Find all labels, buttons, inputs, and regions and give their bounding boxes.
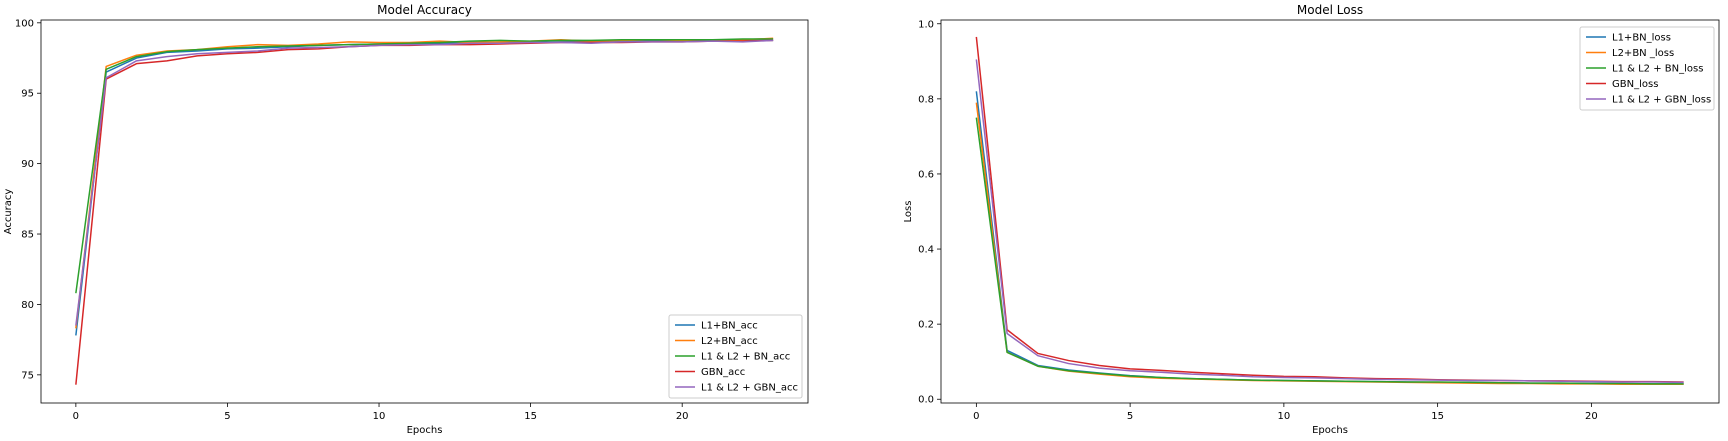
loss-y-tick-label: 0.0 <box>918 395 934 406</box>
loss-y-tick-label: 0.6 <box>918 169 934 180</box>
accuracy-y-tick-label: 80 <box>21 300 34 311</box>
loss-chart-title: Model Loss <box>1297 3 1363 17</box>
accuracy-plot-frame <box>40 19 809 404</box>
accuracy-y-tick-label: 75 <box>21 370 34 381</box>
accuracy-legend: L1+BN_acc L2+BN_acc L1 & L2 + BN_acc GBN_ac… <box>668 314 803 399</box>
loss-y-tick-label: 0.4 <box>918 245 934 256</box>
loss-x-axis-label: Epochs <box>1312 425 1348 436</box>
accuracy-chart-title: Model Accuracy <box>377 3 472 17</box>
loss-legend: L1+BN_loss L2+BN _loss L1 & L2 + BN_loss GB… <box>1579 26 1715 111</box>
accuracy-x-tick-label: 5 <box>224 411 230 422</box>
accuracy-chart: Model Accuracy 0 5 10 15 20 75 80 85 90 95 100 Epoch… <box>3 3 809 436</box>
loss-legend-label: L2+BN _loss <box>1612 48 1674 59</box>
accuracy-legend-label: L1+BN_acc <box>701 321 758 332</box>
loss-x-tick-label: 15 <box>1431 411 1444 422</box>
loss-legend-box <box>1579 26 1715 111</box>
loss-x-tick-label: 5 <box>1127 411 1133 422</box>
loss-series-line-5 <box>975 59 1684 384</box>
loss-chart: Model Loss 0 5 10 15 20 0.0 0.2 0.4 0.6 0.8 1.0 Epoc… <box>903 3 1720 436</box>
accuracy-y-tick-label: 95 <box>21 89 34 100</box>
accuracy-y-tick-label: 85 <box>21 230 34 241</box>
accuracy-y-axis-label: Accuracy <box>3 189 14 235</box>
accuracy-legend-label: L1 & L2 + BN_acc <box>701 352 790 363</box>
accuracy-y-tick-label: 90 <box>21 159 34 170</box>
accuracy-x-tick-label: 10 <box>373 411 386 422</box>
accuracy-legend-label: L1 & L2 + GBN_acc <box>701 383 798 394</box>
loss-legend-label: GBN_loss <box>1612 79 1658 90</box>
accuracy-x-tick-label: 20 <box>676 411 689 422</box>
accuracy-series-line-5 <box>75 39 774 326</box>
loss-legend-label: L1 & L2 + GBN_loss <box>1612 95 1711 106</box>
accuracy-legend-label: L2+BN_acc <box>701 336 758 347</box>
accuracy-x-tick-label: 15 <box>524 411 537 422</box>
loss-x-tick-label: 20 <box>1585 411 1598 422</box>
accuracy-series-line-3 <box>75 38 774 294</box>
accuracy-x-axis-label: Epochs <box>407 425 443 436</box>
loss-x-tick-label: 10 <box>1278 411 1291 422</box>
accuracy-legend-box <box>668 314 803 399</box>
loss-y-axis-label: Loss <box>903 201 914 223</box>
accuracy-legend-label: GBN_acc <box>701 367 745 378</box>
accuracy-x-tick-label: 0 <box>73 411 79 422</box>
loss-plot-frame <box>940 19 1720 404</box>
loss-series-line-3 <box>975 117 1684 385</box>
loss-y-tick-label: 1.0 <box>918 19 934 30</box>
loss-x-tick-label: 0 <box>973 411 979 422</box>
loss-legend-label: L1 & L2 + BN_loss <box>1612 64 1703 75</box>
accuracy-y-tick-label: 100 <box>15 18 34 29</box>
loss-y-tick-label: 0.2 <box>918 320 934 331</box>
loss-y-tick-label: 0.8 <box>918 94 934 105</box>
loss-legend-label: L1+BN_loss <box>1612 33 1671 44</box>
